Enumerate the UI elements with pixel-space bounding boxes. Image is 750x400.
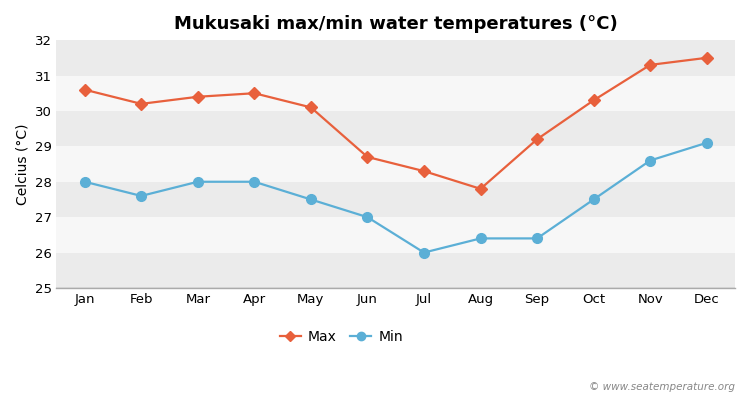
Min bbox=[532, 236, 542, 241]
Min bbox=[702, 140, 711, 145]
Bar bbox=[56, 252, 735, 288]
Bar bbox=[56, 111, 735, 146]
Title: Mukusaki max/min water temperatures (°C): Mukusaki max/min water temperatures (°C) bbox=[174, 15, 617, 33]
Max bbox=[194, 94, 202, 99]
Bar bbox=[56, 146, 735, 182]
Min bbox=[250, 179, 259, 184]
Y-axis label: Celcius (°C): Celcius (°C) bbox=[15, 123, 29, 205]
Min bbox=[476, 236, 485, 241]
Text: © www.seatemperature.org: © www.seatemperature.org bbox=[589, 382, 735, 392]
Max bbox=[363, 154, 372, 159]
Legend: Max, Min: Max, Min bbox=[274, 325, 409, 350]
Min bbox=[590, 197, 598, 202]
Min bbox=[363, 215, 372, 220]
Min bbox=[419, 250, 428, 255]
Max bbox=[250, 91, 259, 96]
Max bbox=[702, 56, 711, 60]
Max bbox=[136, 102, 146, 106]
Min bbox=[307, 197, 316, 202]
Bar bbox=[56, 76, 735, 111]
Max bbox=[307, 105, 316, 110]
Max bbox=[646, 62, 655, 67]
Bar bbox=[56, 217, 735, 252]
Line: Max: Max bbox=[80, 54, 711, 193]
Min bbox=[646, 158, 655, 163]
Max bbox=[532, 137, 542, 142]
Max bbox=[80, 87, 89, 92]
Min bbox=[80, 179, 89, 184]
Max bbox=[590, 98, 598, 103]
Min bbox=[136, 194, 146, 198]
Line: Min: Min bbox=[80, 138, 712, 258]
Bar bbox=[56, 182, 735, 217]
Min bbox=[194, 179, 202, 184]
Max bbox=[419, 169, 428, 174]
Max bbox=[476, 186, 485, 191]
Bar bbox=[56, 40, 735, 76]
